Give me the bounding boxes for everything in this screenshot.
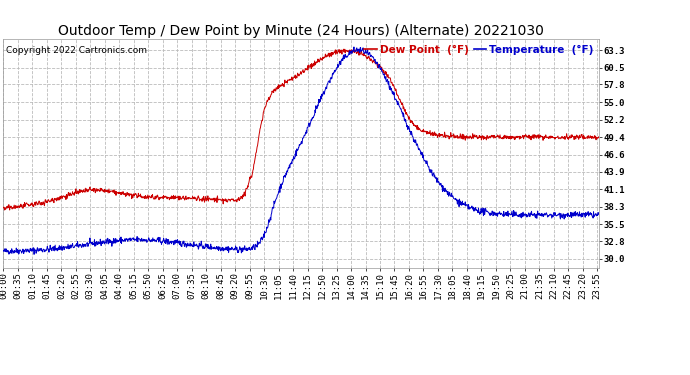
Legend: Dew Point  (°F), Temperature  (°F): Dew Point (°F), Temperature (°F)	[364, 45, 593, 55]
Text: Copyright 2022 Cartronics.com: Copyright 2022 Cartronics.com	[6, 46, 148, 55]
Title: Outdoor Temp / Dew Point by Minute (24 Hours) (Alternate) 20221030: Outdoor Temp / Dew Point by Minute (24 H…	[58, 24, 544, 38]
